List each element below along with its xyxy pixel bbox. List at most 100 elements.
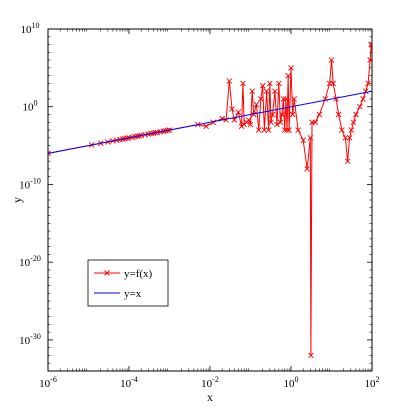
series-marker xyxy=(339,127,345,133)
series-marker xyxy=(312,119,319,126)
series-marker xyxy=(283,96,289,102)
series-marker xyxy=(295,127,301,133)
series-marker xyxy=(275,80,282,87)
y-tick-base: 10 xyxy=(19,335,31,347)
series-marker xyxy=(263,88,270,94)
x-tick-exponent: -4 xyxy=(131,375,138,384)
series-marker xyxy=(285,72,291,79)
series-marker xyxy=(245,117,252,123)
x-tick-exponent: 0 xyxy=(295,375,299,384)
y-tick-label: 1010 xyxy=(21,21,40,36)
y-tick-base: 10 xyxy=(21,24,33,36)
y-tick-label: 100 xyxy=(23,99,38,114)
series-marker xyxy=(265,127,272,133)
series-marker xyxy=(365,80,371,87)
x-tick-exponent: 2 xyxy=(376,375,380,384)
series-marker xyxy=(226,78,233,84)
series-marker xyxy=(249,88,255,94)
series-marker xyxy=(259,82,266,89)
legend-entry-label: y=f(x) xyxy=(124,268,153,280)
series-marker xyxy=(284,127,290,133)
series-marker xyxy=(304,166,310,172)
x-tick-label: 10-6 xyxy=(39,375,57,390)
y-tick-exponent: 10 xyxy=(32,21,40,30)
y-tick-exponent: -10 xyxy=(30,176,41,185)
series-marker xyxy=(307,134,314,141)
series-marker xyxy=(281,127,288,133)
x-tick-base: 10 xyxy=(120,378,132,390)
x-axis-label: x xyxy=(207,390,213,404)
series-marker xyxy=(328,57,335,63)
y-tick-base: 10 xyxy=(19,179,31,191)
series-marker xyxy=(288,65,294,71)
x-tick-label: 102 xyxy=(365,375,380,390)
series-marker xyxy=(342,134,349,141)
series-marker xyxy=(280,96,287,102)
series-marker xyxy=(272,88,278,94)
x-tick-base: 10 xyxy=(365,378,377,390)
series-marker xyxy=(350,119,357,126)
series-marker xyxy=(369,41,372,48)
series-clip-group xyxy=(48,41,372,359)
series-marker xyxy=(356,103,363,110)
series-marker xyxy=(308,352,314,359)
series-marker xyxy=(269,111,276,118)
x-tick-label: 100 xyxy=(284,375,299,390)
legend-entry-label: y=x xyxy=(124,288,142,300)
series-marker xyxy=(274,121,280,128)
y-tick-label: 10-20 xyxy=(19,254,41,269)
x-tick-exponent: -6 xyxy=(50,375,57,384)
y-tick-exponent: 0 xyxy=(34,99,38,108)
x-tick-base: 10 xyxy=(201,378,213,390)
x-tick-label: 10-2 xyxy=(201,375,219,390)
y-tick-label: 10-10 xyxy=(19,176,41,191)
series-marker xyxy=(250,111,257,118)
x-tick-base: 10 xyxy=(39,378,51,390)
series-marker xyxy=(223,117,229,123)
series-marker xyxy=(268,119,274,126)
legend-marker xyxy=(104,270,110,276)
series-marker xyxy=(48,150,51,157)
series-marker xyxy=(344,158,351,164)
series-marker xyxy=(235,109,242,115)
series-marker xyxy=(289,111,296,118)
series-marker xyxy=(346,134,353,141)
series-marker xyxy=(286,127,292,133)
series-marker xyxy=(229,106,235,112)
series-marker xyxy=(360,96,366,102)
series-marker xyxy=(267,80,273,87)
x-tick-base: 10 xyxy=(284,378,296,390)
y-tick-base: 10 xyxy=(23,102,35,114)
series-marker xyxy=(253,101,260,108)
series-marker xyxy=(367,57,372,63)
series-marker xyxy=(261,127,268,133)
series-line xyxy=(48,90,372,154)
series-marker xyxy=(258,96,264,102)
y-tick-base: 10 xyxy=(19,257,31,269)
series-marker xyxy=(238,123,245,130)
series-marker xyxy=(300,137,307,143)
series-marker xyxy=(247,121,254,128)
series-marker xyxy=(240,80,246,87)
x-tick-label: 10-4 xyxy=(120,375,138,390)
series-marker xyxy=(335,111,342,118)
y-tick-exponent: -20 xyxy=(30,254,41,263)
series-marker xyxy=(316,111,323,118)
legend-box xyxy=(87,259,169,307)
series-marker xyxy=(330,80,336,87)
series-marker xyxy=(210,119,217,126)
series-marker xyxy=(255,127,262,133)
series-marker xyxy=(353,111,359,118)
series-marker xyxy=(277,119,284,126)
series-marker xyxy=(368,41,372,48)
y-axis-label: y xyxy=(10,197,24,203)
series-marker xyxy=(291,96,298,102)
y-tick-label: 10-30 xyxy=(19,332,41,347)
x-tick-exponent: -2 xyxy=(212,375,219,384)
series-marker xyxy=(348,127,355,133)
series-marker xyxy=(203,123,209,130)
y-tick-exponent: -30 xyxy=(30,332,41,341)
series-marker xyxy=(279,111,285,118)
